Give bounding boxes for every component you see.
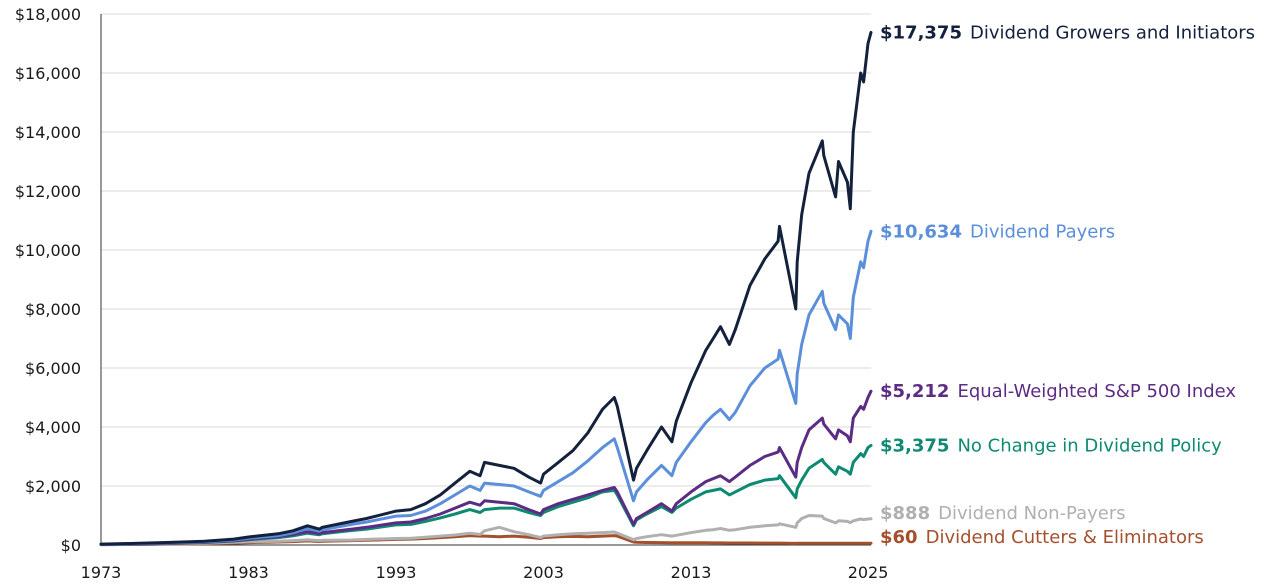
x-tick-label: 1983 <box>228 563 269 582</box>
y-tick-label: $6,000 <box>25 359 81 378</box>
end-value: $3,375 <box>880 435 949 456</box>
x-tick-label: 2025 <box>848 563 889 582</box>
end-label-dividend-growers-and-initiators: $17,375 Dividend Growers and Initiators <box>880 22 1255 43</box>
y-tick-label: $10,000 <box>15 241 81 260</box>
series-name: Dividend Non-Payers <box>938 503 1126 524</box>
series-name: Dividend Payers <box>970 221 1115 242</box>
y-axis-tick-labels: $0 $2,000 $4,000 $6,000 $8,000 $10,000 $12,000… <box>15 5 81 555</box>
y-tick-label: $16,000 <box>15 64 81 83</box>
x-tick-label: 1993 <box>376 563 417 582</box>
x-tick-label: 2013 <box>671 563 712 582</box>
series-name: Dividend Cutters & Eliminators <box>926 527 1204 548</box>
end-label-dividend-cutters-eliminators: $60 Dividend Cutters & Eliminators <box>880 527 1204 548</box>
x-axis-tick-labels: 1973 1983 1993 2003 2013 2025 <box>81 563 889 582</box>
series-name: Equal-Weighted S&P 500 Index <box>957 381 1236 402</box>
end-label-equal-weighted-s-p-500-index: $5,212 Equal-Weighted S&P 500 Index <box>880 381 1236 402</box>
y-tick-label: $4,000 <box>25 418 81 437</box>
end-value: $888 <box>880 503 930 524</box>
x-tick-label: 1973 <box>81 563 122 582</box>
end-value: $60 <box>880 527 918 548</box>
series-line-dividend-growers-and-initiators <box>99 30 873 546</box>
end-value: $5,212 <box>880 381 949 402</box>
y-tick-label: $12,000 <box>15 182 81 201</box>
y-tick-label: $0 <box>61 536 81 555</box>
x-tick-label: 2003 <box>523 563 564 582</box>
y-tick-label: $2,000 <box>25 477 81 496</box>
end-label-dividend-payers: $10,634 Dividend Payers <box>880 221 1115 242</box>
series-name: No Change in Dividend Policy <box>957 435 1222 456</box>
end-value: $10,634 <box>880 221 962 242</box>
series-line-dividend-payers <box>99 229 873 546</box>
end-label-dividend-non-payers: $888 Dividend Non-Payers <box>880 503 1126 524</box>
series-line-equal-weighted-s-p-500-index <box>99 389 873 546</box>
series-name: Dividend Growers and Initiators <box>970 22 1255 43</box>
grid-lines <box>101 13 871 487</box>
series-lines <box>99 30 873 547</box>
series-end-labels: $17,375 Dividend Growers and Initiators$1… <box>880 22 1255 548</box>
series-line-dividend-non-payers <box>99 514 873 547</box>
end-value: $17,375 <box>880 22 962 43</box>
y-tick-label: $14,000 <box>15 123 81 142</box>
end-label-no-change-in-dividend-policy: $3,375 No Change in Dividend Policy <box>880 435 1222 456</box>
y-tick-label: $8,000 <box>25 300 81 319</box>
y-tick-label: $18,000 <box>15 5 81 24</box>
